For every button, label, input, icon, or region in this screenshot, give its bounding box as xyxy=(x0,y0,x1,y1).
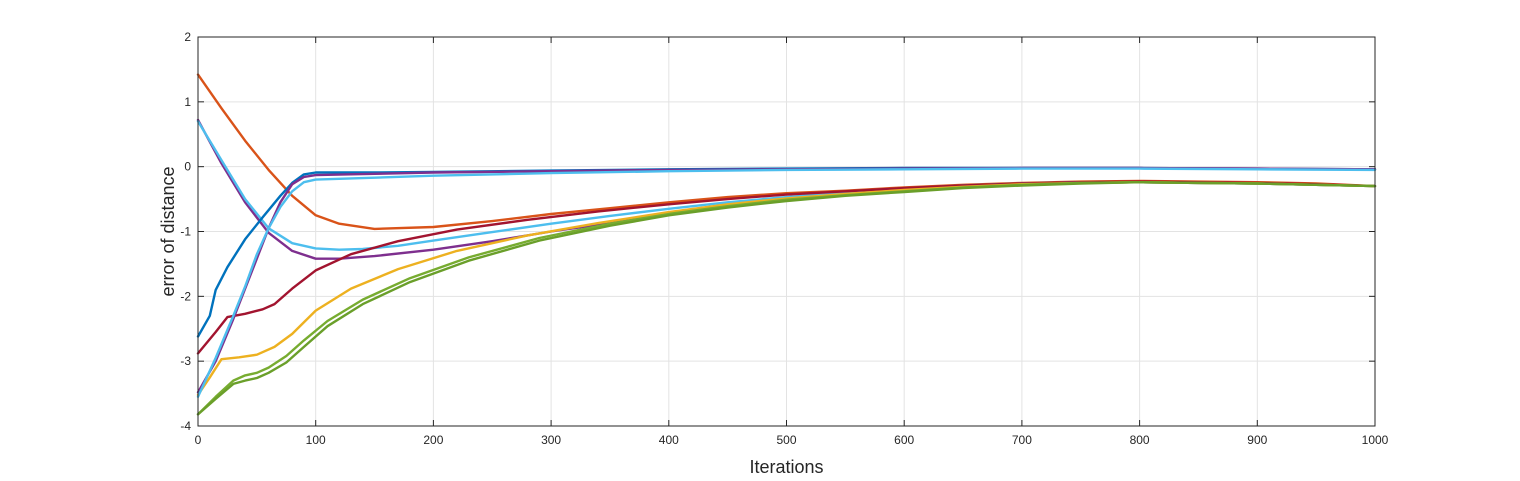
y-tick-label: -3 xyxy=(180,354,191,368)
y-tick-label: -1 xyxy=(180,225,191,239)
y-tick-label: -2 xyxy=(180,289,191,303)
series-line-7 xyxy=(196,180,1377,416)
y-tick-label: 1 xyxy=(184,95,191,109)
x-tick-label: 500 xyxy=(776,433,796,447)
y-axis-label: error of distance xyxy=(158,166,178,296)
x-tick-label: 700 xyxy=(1012,433,1032,447)
x-tick-label: 1000 xyxy=(1362,433,1389,447)
series-line-10 xyxy=(196,167,1377,398)
x-tick-label: 200 xyxy=(423,433,443,447)
x-tick-label: 600 xyxy=(894,433,914,447)
y-tick-label: 0 xyxy=(184,160,191,174)
x-tick-label: 100 xyxy=(306,433,326,447)
x-axis-ticks: 0 100 200 300 400 500 600 700 800 900 1000 xyxy=(195,37,1389,447)
x-tick-label: 900 xyxy=(1247,433,1267,447)
x-tick-label: 0 xyxy=(195,433,202,447)
y-axis-ticks: -4 -3 -2 -1 0 1 2 xyxy=(180,30,1375,433)
x-tick-label: 400 xyxy=(659,433,679,447)
x-axis-label: Iterations xyxy=(749,457,823,477)
grid xyxy=(198,37,1375,426)
x-tick-label: 800 xyxy=(1130,433,1150,447)
y-tick-label: -4 xyxy=(180,419,191,433)
series-group xyxy=(196,73,1377,416)
y-tick-label: 2 xyxy=(184,30,191,44)
x-tick-label: 300 xyxy=(541,433,561,447)
